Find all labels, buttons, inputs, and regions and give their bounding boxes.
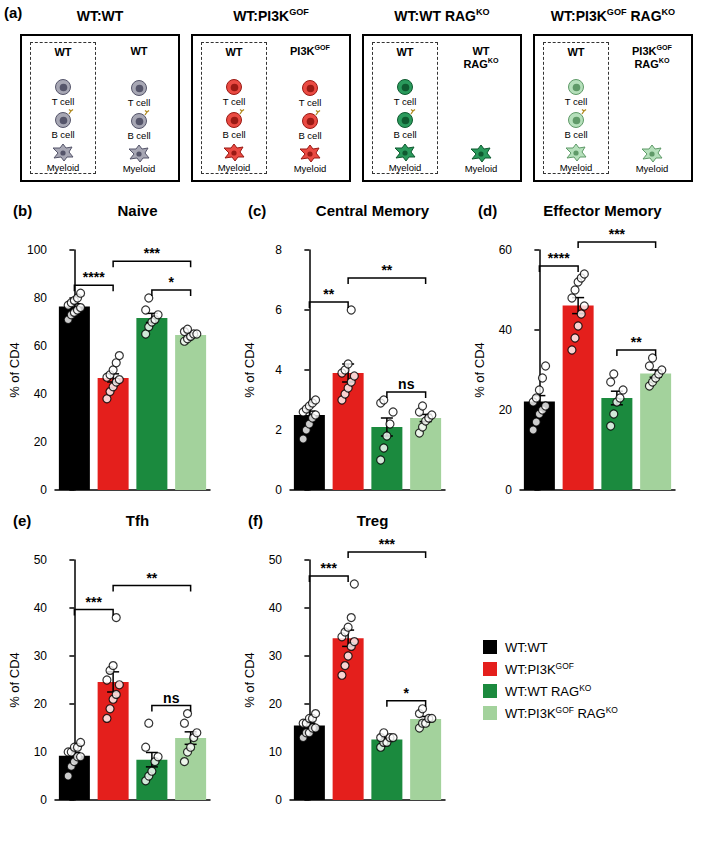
svg-text:50: 50 (34, 553, 48, 567)
svg-text:0: 0 (275, 483, 282, 497)
html-text:WT: WT (225, 46, 243, 58)
svg-text:ns: ns (163, 690, 180, 706)
svg-text:(e): (e) (13, 512, 31, 529)
svg-text:Tfh: Tfh (126, 512, 149, 529)
html-text:T cell: T cell (127, 97, 151, 108)
svg-text:10: 10 (34, 745, 48, 759)
svg-text:***: *** (321, 560, 338, 576)
html-text:Myeloid: Myeloid (217, 162, 251, 173)
svg-text:30: 30 (269, 649, 283, 663)
svg-text:**: ** (323, 286, 334, 302)
html-text:T cell: T cell (222, 96, 246, 107)
svg-text:% of CD4: % of CD4 (242, 342, 257, 398)
svg-text:100: 100 (27, 243, 47, 257)
svg-text:Central Memory: Central Memory (316, 202, 430, 219)
svg-text:20: 20 (34, 697, 48, 711)
html-text:(a): (a) (4, 4, 23, 21)
svg-text:60: 60 (34, 339, 48, 353)
svg-text:**: ** (381, 262, 392, 278)
html-text:WT:PI3KGOF: WT:PI3KGOF (505, 660, 574, 677)
svg-text:20: 20 (269, 697, 283, 711)
svg-text:0: 0 (505, 483, 512, 497)
html-text:T cell: T cell (51, 96, 75, 107)
html-text:Myeloid: Myeloid (464, 163, 498, 174)
svg-text:Naive: Naive (117, 202, 157, 219)
html-text:WT: WT (54, 46, 72, 58)
html-text:Myeloid: Myeloid (46, 162, 80, 173)
html-text:B cell: B cell (298, 130, 322, 141)
html-text:Myeloid: Myeloid (388, 162, 422, 173)
html-text:B cell: B cell (393, 129, 417, 140)
svg-text:8: 8 (275, 243, 282, 257)
svg-text:0: 0 (40, 483, 47, 497)
svg-text:***: *** (86, 594, 103, 610)
svg-text:**: ** (146, 570, 157, 586)
svg-text:****: **** (83, 269, 105, 285)
svg-text:(d): (d) (478, 202, 497, 219)
svg-text:*: * (169, 274, 175, 290)
html-text:Myeloid: Myeloid (293, 163, 327, 174)
svg-text:20: 20 (499, 403, 513, 417)
svg-text:30: 30 (34, 649, 48, 663)
svg-text:6: 6 (275, 303, 282, 317)
svg-text:Effector Memory: Effector Memory (543, 202, 662, 219)
html-text:WT: WT (472, 45, 490, 57)
svg-text:40: 40 (34, 601, 48, 615)
html-text:WT: WT (130, 45, 148, 57)
html-text:PI3KGOF: PI3KGOF (632, 44, 672, 57)
svg-text:4: 4 (275, 363, 282, 377)
html-text:WT:PI3KGOFRAGKO: WT:PI3KGOFRAGKO (505, 704, 618, 721)
html-text:Myeloid: Myeloid (559, 162, 593, 173)
html-text:B cell: B cell (222, 129, 246, 140)
svg-text:****: **** (548, 250, 570, 266)
html-text:B cell: B cell (564, 129, 588, 140)
html-text:T cell: T cell (298, 97, 322, 108)
svg-text:40: 40 (499, 323, 513, 337)
svg-text:ns: ns (398, 376, 415, 392)
html-text:WT:PI3KGOF: WT:PI3KGOF (233, 7, 309, 24)
html-text:Myeloid: Myeloid (122, 163, 156, 174)
svg-text:2: 2 (275, 423, 282, 437)
svg-text:60: 60 (499, 243, 513, 257)
html-text:WT:WT: WT:WT (76, 8, 124, 24)
html-text:Myeloid: Myeloid (635, 163, 669, 174)
svg-text:% of CD4: % of CD4 (242, 652, 257, 708)
svg-text:Treg: Treg (357, 512, 389, 529)
svg-text:10: 10 (269, 745, 283, 759)
svg-text:% of CD4: % of CD4 (7, 652, 22, 708)
svg-text:(f): (f) (248, 512, 263, 529)
svg-text:***: *** (609, 226, 626, 242)
svg-text:40: 40 (269, 601, 283, 615)
svg-text:*: * (404, 685, 410, 701)
html-text:RAGKO: RAGKO (463, 57, 499, 70)
html-text:WT:WT RAGKO: WT:WT RAGKO (394, 7, 490, 24)
svg-text:% of CD4: % of CD4 (7, 342, 22, 398)
svg-text:***: *** (144, 245, 161, 261)
html-text:B cell: B cell (51, 129, 75, 140)
html-text:RAGKO: RAGKO (634, 57, 670, 70)
html-text:T cell: T cell (393, 96, 417, 107)
svg-text:(b): (b) (13, 202, 32, 219)
svg-text:**: ** (631, 334, 642, 350)
svg-text:0: 0 (40, 793, 47, 807)
svg-text:40: 40 (34, 387, 48, 401)
html-text:WT:WT RAGKO: WT:WT RAGKO (505, 682, 592, 699)
html-text:WT: WT (567, 46, 585, 58)
html-text:WT:WT: WT:WT (505, 639, 548, 655)
html-text:WT:PI3KGOFRAGKO: WT:PI3KGOFRAGKO (550, 7, 676, 24)
html-text:B cell: B cell (127, 130, 151, 141)
svg-text:80: 80 (34, 291, 48, 305)
svg-text:(c): (c) (248, 202, 266, 219)
svg-text:% of CD4: % of CD4 (472, 342, 487, 398)
html-text:PI3KGOF: PI3KGOF (290, 44, 330, 57)
svg-text:20: 20 (34, 435, 48, 449)
html-text:WT: WT (396, 46, 414, 58)
svg-text:0: 0 (275, 793, 282, 807)
svg-text:***: *** (379, 536, 396, 552)
svg-text:50: 50 (269, 553, 283, 567)
html-text:T cell: T cell (564, 96, 588, 107)
